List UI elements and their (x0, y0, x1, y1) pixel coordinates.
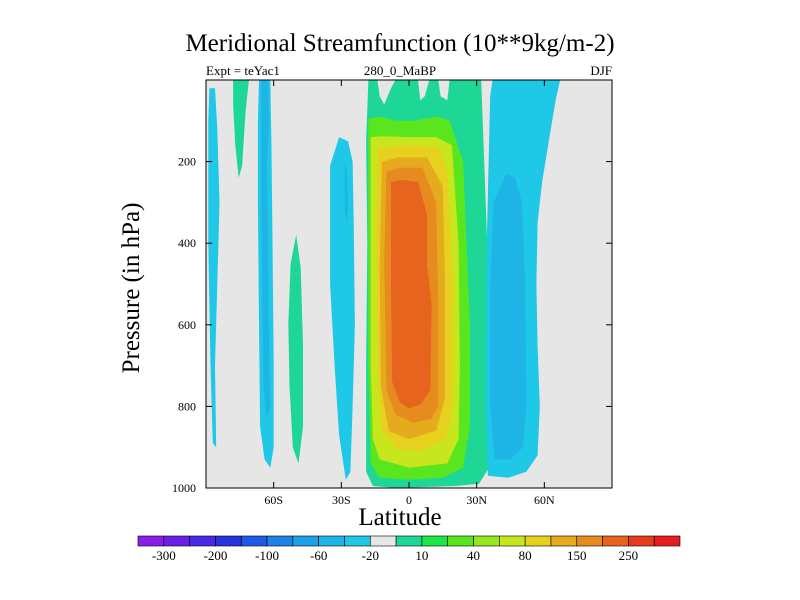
contour-cell-blue-30s-inner (344, 161, 349, 223)
x-tick-label: 60N (534, 493, 555, 507)
colorbar-label: -300 (152, 548, 176, 563)
colorbar-label: -20 (362, 548, 379, 563)
colorbar-swatch (576, 535, 603, 547)
colorbar-swatch (421, 535, 449, 547)
colorbar-swatch (318, 535, 345, 547)
contour-cell-cyan-30s (330, 137, 355, 480)
colorbar-swatch (628, 535, 655, 547)
y-tick-label: 1000 (172, 481, 196, 495)
colorbar-swatch (499, 535, 526, 547)
contour-cell-nh-cyan-left (208, 88, 220, 448)
colorbar-swatch (240, 535, 268, 547)
y-tick-label: 200 (178, 155, 196, 169)
colorbar-label: -60 (310, 548, 327, 563)
chart-title: Meridional Streamfunction (10**9kg/m-2) (185, 30, 615, 57)
x-axis-label: Latitude (358, 504, 442, 531)
colorbar-swatch (292, 535, 319, 547)
contour-cell-green-50s (288, 235, 303, 464)
colorbar-swatch (602, 535, 629, 547)
contour-cell-nh-blue (490, 173, 527, 460)
y-axis-label: Pressure (in hPa) (118, 202, 145, 374)
x-tick-label: 60S (264, 493, 283, 507)
experiment-label: Expt = teYac1 (206, 63, 280, 78)
x-tick-label: 30S (332, 493, 351, 507)
colorbar-swatch (524, 535, 552, 547)
contour-cell-hadley-300 (391, 180, 432, 409)
colorbar-swatch (266, 535, 294, 547)
contour-cell-sh-green-top (233, 80, 249, 178)
colorbar-swatch (369, 535, 397, 547)
colorbar-swatch (473, 535, 500, 547)
colorbar-swatch (215, 535, 242, 547)
season-label: DJF (590, 63, 612, 78)
colorbar-swatch (550, 535, 578, 547)
colorbar-label: 40 (467, 548, 480, 563)
colorbar-swatch (344, 535, 371, 547)
case-label: 280_0_MaBP (363, 63, 437, 78)
colorbar-swatch (653, 535, 681, 547)
y-tick-label: 800 (178, 399, 196, 413)
colorbar-label: -200 (204, 548, 228, 563)
contour-cell-blue-60s-inner (261, 80, 271, 419)
colorbar-label: 80 (519, 548, 532, 563)
colorbar-label: 150 (567, 548, 587, 563)
colorbar-swatch (395, 535, 423, 547)
colorbar-swatch (163, 535, 190, 547)
x-tick-label: 0 (406, 493, 412, 507)
colorbar-swatch (447, 535, 474, 547)
colorbar-swatch (189, 535, 216, 547)
colorbar-swatch (137, 535, 165, 547)
x-tick-label: 30N (466, 493, 487, 507)
y-tick-label: 400 (178, 236, 196, 250)
colorbar-label: -100 (255, 548, 279, 563)
y-tick-label: 600 (178, 318, 196, 332)
colorbar-label: 10 (415, 548, 428, 563)
colorbar-label: 250 (619, 548, 639, 563)
